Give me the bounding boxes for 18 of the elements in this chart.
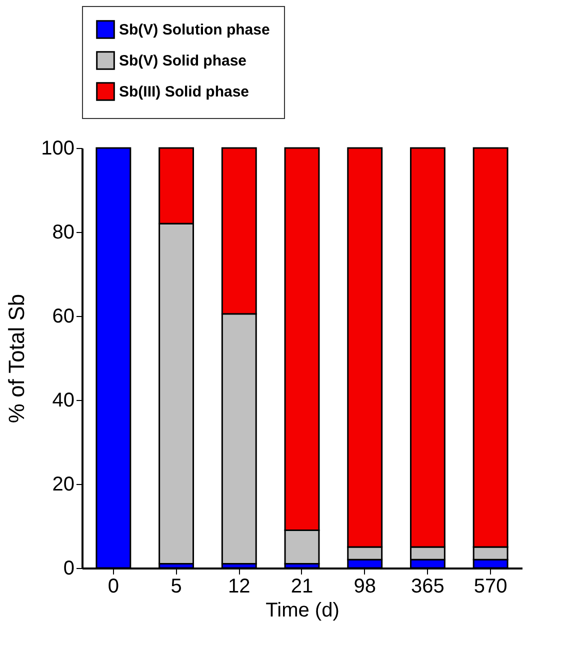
x-tick-label: 570 [474, 576, 508, 598]
y-tick-label: 100 [41, 138, 74, 160]
y-tick-label: 40 [52, 390, 74, 412]
y-tick-label: 20 [52, 474, 74, 496]
x-tick-label: 365 [411, 576, 444, 598]
y-tick-label: 0 [63, 558, 74, 580]
x-tick-label: 5 [170, 576, 182, 598]
y-axis-title: % of Total Sb [4, 294, 30, 424]
x-axis-title: Time (d) [266, 600, 340, 622]
x-tick-label: 0 [108, 576, 119, 598]
y-tick-label: 60 [52, 306, 74, 328]
legend-label: Sb(V) Solution phase [119, 22, 270, 38]
x-tick-label: 21 [290, 576, 314, 598]
legend-label: Sb(V) Solid phase [119, 52, 247, 70]
x-tick-label: 12 [228, 576, 250, 598]
legend-label: Sb(III) Solid phase [119, 84, 250, 100]
x-tick-label: 98 [354, 576, 376, 598]
y-tick-label: 80 [52, 222, 74, 244]
